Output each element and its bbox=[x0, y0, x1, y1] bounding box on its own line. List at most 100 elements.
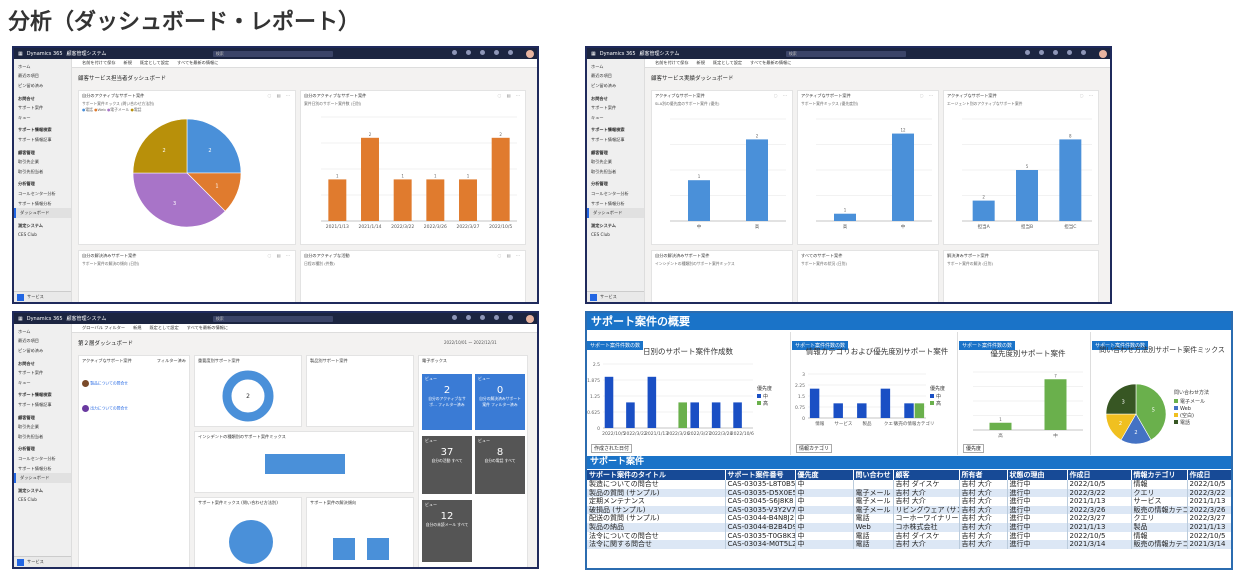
avatar[interactable] bbox=[526, 314, 534, 323]
card-tools-icon[interactable]: ◌ ▤ ⋯ bbox=[267, 93, 292, 98]
filter-icon[interactable] bbox=[480, 50, 485, 55]
area-switcher[interactable]: サービス bbox=[14, 556, 71, 567]
nav-item-kb-articles[interactable]: サポート情報記事 bbox=[591, 136, 625, 142]
card-tools-icon[interactable]: ◌ ⋯ bbox=[1079, 93, 1095, 98]
refresh-all-button[interactable]: すべてを最新の情報に bbox=[750, 60, 792, 65]
card-tools-icon[interactable]: ◌ ▤ ⋯ bbox=[497, 253, 522, 258]
nav-item-kb-articles[interactable]: サポート情報記事 bbox=[18, 136, 52, 142]
table-row[interactable]: 定期メンテナンス CAS-03045-S6J8K8 中電子メール 吉村 大介 吉村 大介… bbox=[587, 497, 1231, 506]
dashboard-title[interactable]: 第２層ダッシュボード bbox=[78, 341, 134, 347]
nav-item-queue[interactable]: キュー bbox=[18, 114, 31, 120]
set-default-button[interactable]: 既定として設定 bbox=[149, 325, 179, 330]
set-default-button[interactable]: 既定として設定 bbox=[139, 60, 170, 65]
card-tools-icon[interactable]: ◌ ▤ ⋯ bbox=[497, 93, 522, 98]
save-as-button[interactable]: 名前を付けて保存 bbox=[82, 60, 116, 65]
refresh-all-button[interactable]: すべてを最新の情報に bbox=[177, 60, 219, 65]
filter-button[interactable]: 作成された日付 bbox=[591, 444, 633, 453]
plus-icon[interactable] bbox=[466, 50, 471, 55]
count-tile[interactable]: ビュー 0 自分の解決済みサポート案件 フィルター済み bbox=[475, 374, 525, 430]
plus-icon[interactable] bbox=[1039, 50, 1044, 55]
nav-item-pinned[interactable]: ピン留め済み bbox=[18, 82, 44, 88]
table-row[interactable]: 製品の質問 (サンプル) CAS-03035-D5X0E5 中電子メール 吉村 大介吉… bbox=[587, 488, 1231, 498]
nav-item-queue[interactable]: キュー bbox=[591, 114, 604, 120]
waffle-icon[interactable]: ▦ bbox=[591, 50, 596, 57]
nav-item-pinned[interactable]: ピン留め済み bbox=[591, 82, 617, 88]
nav-item-ces[interactable]: CES Club bbox=[18, 232, 37, 238]
nav-item-call-center[interactable]: コールセンター分析 bbox=[591, 190, 629, 196]
search-input[interactable]: 検索 bbox=[212, 315, 333, 322]
filter-icon[interactable] bbox=[480, 315, 485, 320]
nav-item-home[interactable]: ホーム bbox=[18, 63, 31, 69]
nav-item-dashboards[interactable]: ダッシュボード bbox=[14, 208, 71, 218]
set-default-button[interactable]: 既定として設定 bbox=[712, 60, 743, 65]
stream-item-title[interactable]: 出力についての問合せ bbox=[90, 405, 129, 411]
card-tools-icon[interactable]: ◌ ⋯ bbox=[919, 93, 935, 98]
card-tools-icon[interactable]: ◌ ⋯ bbox=[773, 93, 789, 98]
filter-button[interactable]: 優先度 bbox=[963, 444, 985, 453]
card-tools-icon[interactable]: ◌ ▤ ⋯ bbox=[267, 253, 292, 258]
dashboard-title[interactable]: 顧客サービス担当者ダッシュボード bbox=[78, 76, 167, 82]
nav-item-recent[interactable]: 最近の項目 bbox=[18, 338, 39, 344]
waffle-icon[interactable]: ▦ bbox=[18, 50, 23, 57]
column-header[interactable]: サポート案件のタイトル bbox=[587, 470, 726, 480]
help-icon[interactable] bbox=[508, 315, 513, 320]
nav-item-kb-analysis[interactable]: サポート情報分析 bbox=[18, 465, 52, 471]
nav-item-accounts[interactable]: 取引先企業 bbox=[591, 159, 612, 165]
count-tile[interactable]: ビュー 12 自分の未読メール すべて bbox=[422, 500, 472, 562]
refresh-all-button[interactable]: すべてを最新の情報に bbox=[186, 325, 229, 330]
global-filter-button[interactable]: グローバル フィルター bbox=[82, 325, 126, 330]
table-row[interactable]: 破損品 (サンプル) CAS-03035-V3Y2V7 中電子メール リビングウェア … bbox=[587, 505, 1231, 515]
dashboard-title[interactable]: 顧客サービス実績ダッシュボード bbox=[651, 76, 734, 82]
nav-item-kb-articles[interactable]: サポート情報記事 bbox=[18, 401, 52, 407]
nav-item-contacts[interactable]: 取引先担当者 bbox=[18, 168, 44, 174]
column-header[interactable]: サポート案件番号 bbox=[725, 470, 796, 480]
new-button[interactable]: 新規 bbox=[696, 60, 705, 65]
nav-item-call-center[interactable]: コールセンター分析 bbox=[18, 190, 56, 196]
column-header[interactable]: 作成日 bbox=[1187, 470, 1231, 480]
gear-icon[interactable] bbox=[494, 315, 499, 320]
filter-button[interactable]: 情報カテゴリ bbox=[796, 444, 833, 453]
nav-item-cases[interactable]: サポート案件 bbox=[18, 370, 44, 376]
waffle-icon[interactable]: ▦ bbox=[18, 315, 23, 322]
lightbulb-icon[interactable] bbox=[452, 50, 457, 55]
nav-item-dashboards[interactable]: ダッシュボード bbox=[587, 208, 644, 218]
nav-item-cases[interactable]: サポート案件 bbox=[591, 105, 617, 111]
count-tile[interactable]: ビュー 8 自分の電話 すべて bbox=[475, 436, 525, 494]
nav-item-queue[interactable]: キュー bbox=[18, 379, 31, 385]
stream-item-title[interactable]: 製品についての問合せ bbox=[90, 380, 129, 386]
column-header[interactable]: 情報カテゴリ bbox=[1131, 470, 1188, 480]
count-tile[interactable]: ビュー 37 自分の活動 すべて bbox=[422, 436, 472, 494]
lightbulb-icon[interactable] bbox=[452, 315, 457, 320]
avatar[interactable] bbox=[1099, 49, 1107, 58]
nav-item-kb-analysis[interactable]: サポート情報分析 bbox=[18, 200, 52, 206]
search-input[interactable]: 検索 bbox=[785, 50, 906, 57]
new-button[interactable]: 新規 bbox=[123, 60, 132, 65]
nav-item-accounts[interactable]: 取引先企業 bbox=[18, 159, 39, 165]
gear-icon[interactable] bbox=[494, 50, 499, 55]
column-header[interactable]: 優先度 bbox=[795, 470, 854, 480]
nav-item-call-center[interactable]: コールセンター分析 bbox=[18, 455, 56, 461]
table-row[interactable]: 法令に関する問合せ CAS-03034-M0T5L2 中電話 吉村 大介 吉村 大介 進行… bbox=[587, 540, 1231, 549]
column-header[interactable]: 問い合わせ bbox=[853, 470, 894, 480]
nav-item-contacts[interactable]: 取引先担当者 bbox=[591, 168, 617, 174]
column-header[interactable]: 作成日 bbox=[1067, 470, 1132, 480]
date-range[interactable]: 2022/10/01 ～ 2022/12/31 bbox=[444, 340, 497, 345]
gear-icon[interactable] bbox=[1067, 50, 1072, 55]
help-icon[interactable] bbox=[508, 50, 513, 55]
help-icon[interactable] bbox=[1081, 50, 1086, 55]
save-as-button[interactable]: 名前を付けて保存 bbox=[655, 60, 689, 65]
nav-item-pinned[interactable]: ピン留め済み bbox=[18, 347, 44, 353]
filter-icon[interactable] bbox=[1053, 50, 1058, 55]
table-row[interactable]: 配送の質問 (サンプル) CAS-03044-B4N8J2 中電話 コーホーワイナリー… bbox=[587, 514, 1231, 523]
filter-state[interactable]: フィルター済み bbox=[156, 358, 186, 363]
area-switcher[interactable]: サービス bbox=[587, 291, 644, 302]
list-item[interactable]: 出力についての問合せ bbox=[79, 405, 189, 412]
column-header[interactable]: 顧客 bbox=[893, 470, 960, 480]
lightbulb-icon[interactable] bbox=[1025, 50, 1030, 55]
nav-item-cases[interactable]: サポート案件 bbox=[18, 105, 44, 111]
column-header[interactable]: 状態の理由 bbox=[1007, 470, 1068, 480]
nav-item-recent[interactable]: 最近の項目 bbox=[591, 73, 612, 79]
nav-item-home[interactable]: ホーム bbox=[591, 63, 604, 69]
